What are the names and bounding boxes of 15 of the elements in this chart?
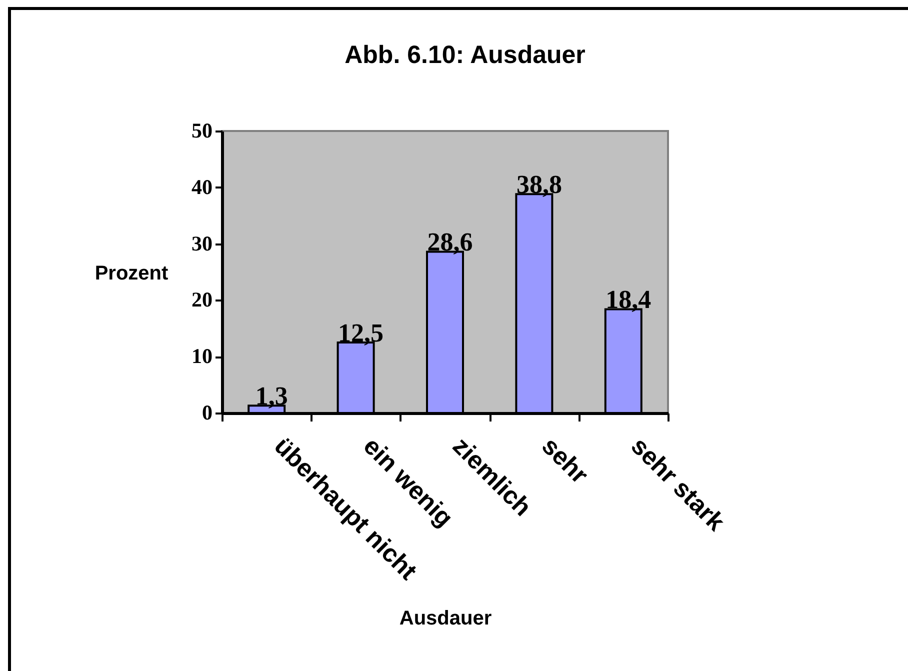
data-label: 38,8 <box>516 170 562 200</box>
y-tick-label: 10 <box>192 344 212 368</box>
data-label: 1,3 <box>255 382 288 411</box>
y-tick-label: 20 <box>192 288 212 312</box>
y-tick-label: 0 <box>202 400 212 424</box>
y-tick-label: 30 <box>192 231 212 256</box>
x-tick-label: sehr <box>536 432 594 490</box>
y-tick-label: 40 <box>192 174 212 199</box>
y-tick-label: 50 <box>192 118 212 142</box>
data-label: 18,4 <box>606 285 652 314</box>
chart-title: Abb. 6.10: Ausdauer <box>344 41 586 69</box>
data-label: 12,5 <box>338 318 384 348</box>
data-label: 28,6 <box>427 228 473 257</box>
y-axis-title: Prozent <box>94 262 169 284</box>
x-axis-title: Ausdauer <box>399 608 492 630</box>
